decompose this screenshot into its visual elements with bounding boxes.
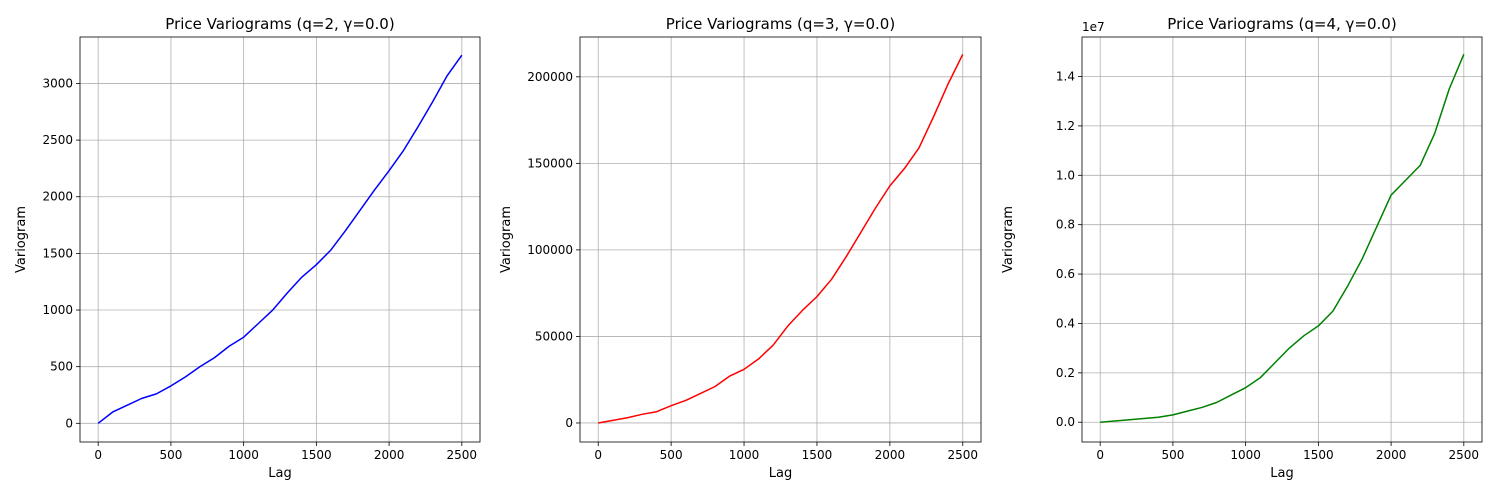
x-tick-label: 1000 (1230, 448, 1261, 462)
x-tick-label: 2000 (1376, 448, 1407, 462)
x-tick-label: 1000 (729, 448, 760, 462)
series-line (97, 54, 463, 424)
x-tick-label: 2500 (1449, 448, 1480, 462)
x-tick-label: 1500 (802, 448, 833, 462)
x-tick-label: 0 (594, 448, 602, 462)
x-tick-label: 1000 (228, 448, 259, 462)
chart-title: Price Variograms (q=2, γ=0.0) (165, 15, 394, 33)
y-tick-label: 1.2 (1056, 119, 1075, 133)
subplot-q2: 0 500 1000 1500 2000 2500 0 500 1000 1500 2000 2500… (14, 15, 481, 481)
x-tick-label: 1500 (1303, 448, 1334, 462)
y-tick-label: 0 (565, 416, 573, 430)
axes-frame (1081, 36, 1483, 443)
x-axis-label: Lag (268, 466, 291, 481)
x-tick-label: 2000 (875, 448, 906, 462)
x-tick-label: 500 (660, 448, 683, 462)
y-tick-label: 0.0 (1056, 415, 1075, 429)
y-tick-label: 2000 (42, 190, 73, 204)
y-axis-label: Variogram (14, 206, 29, 273)
y-tick-label: 2500 (42, 133, 73, 147)
y-axis-label: Variogram (1001, 206, 1016, 273)
y-offset-text: 1e7 (1082, 20, 1105, 34)
x-axis-label: Lag (1270, 466, 1293, 481)
y-tick-label: 0 (65, 416, 73, 430)
y-tick-label: 1000 (42, 303, 73, 317)
grid (80, 37, 480, 442)
y-tick-label: 500 (50, 360, 73, 374)
x-tick-label: 2500 (947, 448, 978, 462)
series-line (598, 53, 964, 424)
x-tick-label: 500 (159, 448, 182, 462)
y-tick-label: 50000 (535, 329, 573, 343)
axes-frame (579, 36, 982, 443)
x-tick-label: 500 (1161, 448, 1184, 462)
y-tick-label: 1500 (42, 246, 73, 260)
x-tick-label: 0 (1096, 448, 1104, 462)
y-tick-label: 3000 (42, 76, 73, 90)
grid (580, 37, 981, 442)
chart-title: Price Variograms (q=4, γ=0.0) (1167, 15, 1396, 33)
y-tick-label: 1.0 (1056, 168, 1075, 182)
x-tick-label: 1500 (301, 448, 332, 462)
y-tick-label: 0.6 (1056, 267, 1075, 281)
y-tick-label: 200000 (527, 70, 573, 84)
x-tick-label: 2500 (447, 448, 478, 462)
series-line (1100, 53, 1465, 423)
y-axis-label: Variogram (499, 206, 514, 273)
subplot-q4: 0 500 1000 1500 2000 2500 0.0 0.2 0.4 0.6 0.8 1.0 1.… (1001, 15, 1483, 481)
axes-frame (79, 36, 481, 443)
y-tick-label: 0.8 (1056, 218, 1075, 232)
grid (1082, 37, 1482, 442)
y-tick-label: 100000 (527, 243, 573, 257)
y-tick-label: 150000 (527, 156, 573, 170)
x-axis-label: Lag (769, 466, 792, 481)
y-tick-label: 0.4 (1056, 316, 1075, 330)
x-tick-label: 0 (94, 448, 102, 462)
x-tick-label: 2000 (374, 448, 405, 462)
subplot-q3: 0 500 1000 1500 2000 2500 0 50000 100000 150000 20… (499, 15, 982, 481)
y-tick-label: 0.2 (1056, 366, 1075, 380)
y-tick-label: 1.4 (1056, 70, 1075, 84)
chart-title: Price Variograms (q=3, γ=0.0) (666, 15, 895, 33)
